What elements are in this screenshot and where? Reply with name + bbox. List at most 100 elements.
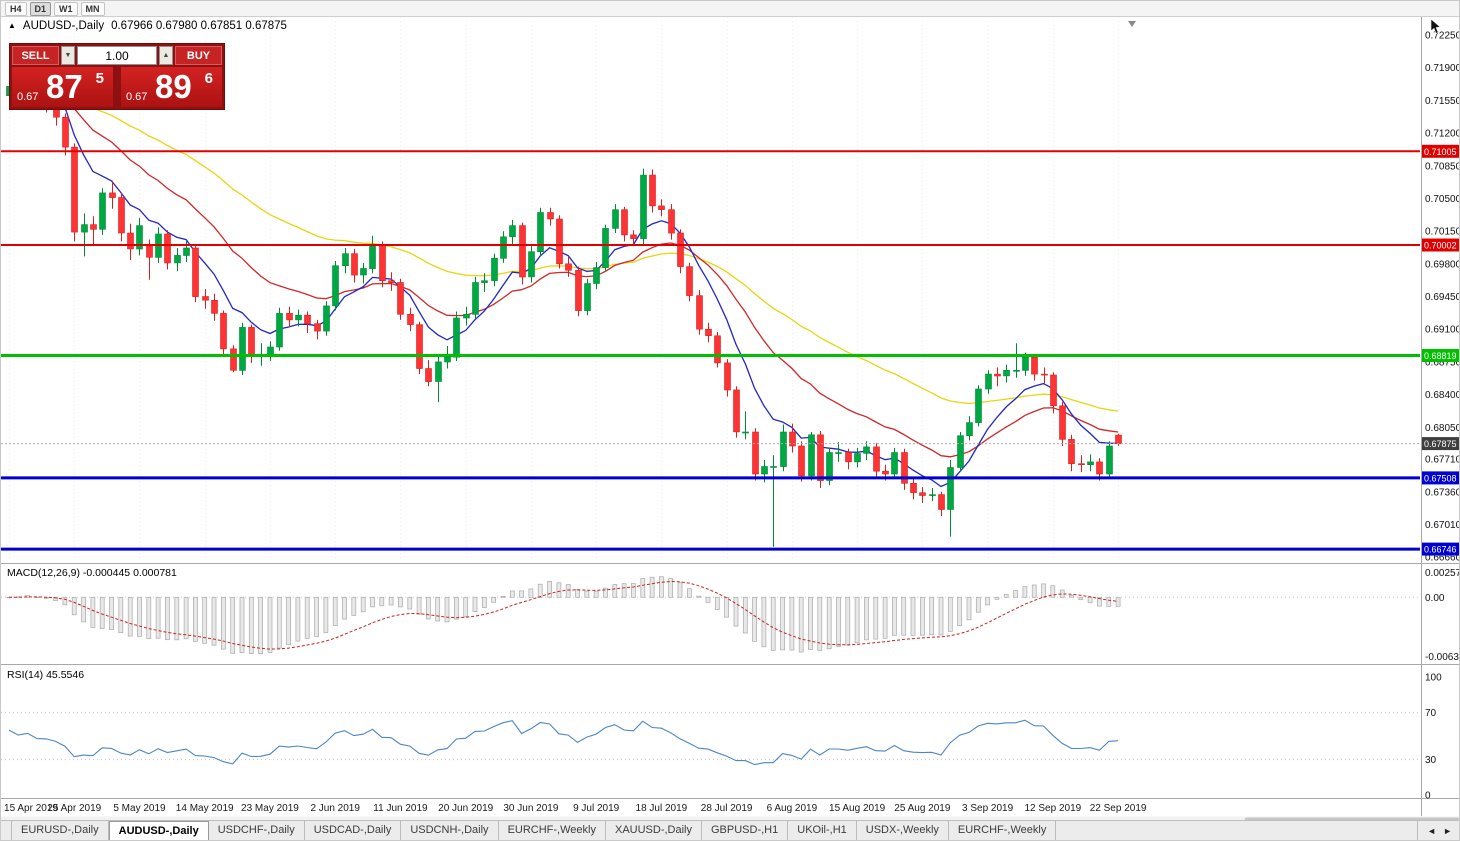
volume-decrease-icon[interactable]: ▼ <box>61 46 75 65</box>
svg-text:0.71550: 0.71550 <box>1425 96 1460 107</box>
timeframe-button-mn[interactable]: MN <box>80 1 105 16</box>
svg-text:70: 70 <box>1425 708 1437 719</box>
timeframe-button-d1[interactable]: D1 <box>29 1 52 16</box>
svg-text:28 Jul 2019: 28 Jul 2019 <box>701 803 753 814</box>
svg-text:0.68750: 0.68750 <box>1425 357 1460 368</box>
timeframe-button-w1[interactable]: W1 <box>54 1 78 16</box>
price-chart-canvas[interactable]: 0.72250 0.71900 0.71550 0.71200 0.70850 0.705… <box>1 1 1460 822</box>
chart-ohlc-values: 0.67966 0.67980 0.67851 0.67875 <box>111 20 287 32</box>
svg-text:0.68819: 0.68819 <box>1424 351 1457 361</box>
horizontal-line-0.67508[interactable]: 0.67508 <box>1 471 1460 485</box>
svg-text:0.69800: 0.69800 <box>1425 259 1460 270</box>
svg-text:0: 0 <box>1425 791 1431 802</box>
svg-text:0.66660: 0.66660 <box>1425 553 1460 564</box>
svg-text:0.70500: 0.70500 <box>1425 194 1460 205</box>
ma-line-ma-mid <box>8 83 1119 458</box>
horizontal-line-0.71005[interactable]: 0.71005 <box>1 144 1460 158</box>
svg-text:0.70150: 0.70150 <box>1425 227 1460 238</box>
buy-button[interactable]: BUY <box>175 46 222 65</box>
volume-increase-icon[interactable]: ▲ <box>159 46 173 65</box>
svg-text:0.70850: 0.70850 <box>1425 161 1460 172</box>
chart-tabs: EURUSD-,Daily AUDUSD-,Daily USDCHF-,Daily U… <box>11 821 1057 840</box>
candlesticks <box>6 52 1122 547</box>
svg-text:2 Jun 2019: 2 Jun 2019 <box>310 803 360 814</box>
svg-text:5 May 2019: 5 May 2019 <box>113 803 166 814</box>
svg-text:0.67360: 0.67360 <box>1425 487 1460 498</box>
chart-tab-gbpusd-h1-7[interactable]: GBPUSD-,H1 <box>702 821 789 840</box>
svg-text:23 May 2019: 23 May 2019 <box>241 803 299 814</box>
svg-text:6 Aug 2019: 6 Aug 2019 <box>767 803 818 814</box>
chart-tab-usdcad-daily-3[interactable]: USDCAD-,Daily <box>305 821 402 840</box>
timeframe-toolbar: H4 D1 W1 MN <box>1 1 1459 17</box>
svg-text:0.67508: 0.67508 <box>1424 473 1457 483</box>
ma-line-ma-slow <box>8 84 1119 412</box>
timeframe-button-h4[interactable]: H4 <box>5 1 27 16</box>
svg-text:0.66746: 0.66746 <box>1424 545 1457 555</box>
collapse-trade-panel-icon[interactable]: ▲ <box>8 21 16 30</box>
svg-text:9 Jul 2019: 9 Jul 2019 <box>573 803 620 814</box>
tab-navigation: ◄ ► <box>1417 821 1459 840</box>
svg-text:15 Aug 2019: 15 Aug 2019 <box>829 803 886 814</box>
chart-tab-ukoil-h1-8[interactable]: UKOil-,H1 <box>788 821 857 840</box>
svg-text:0.70002: 0.70002 <box>1424 240 1457 250</box>
svg-text:0.69450: 0.69450 <box>1425 292 1460 303</box>
chart-tabs-bar: EURUSD-,Daily AUDUSD-,Daily USDCHF-,Daily U… <box>1 820 1459 840</box>
chart-tab-eurchf-weekly-5[interactable]: EURCHF-,Weekly <box>499 821 606 840</box>
one-click-trade-panel: SELL ▼ ▲ BUY 0.67 87 5 0.67 89 6 <box>9 43 225 110</box>
chart-tab-usdx-weekly-9[interactable]: USDX-,Weekly <box>857 821 949 840</box>
svg-text:0.69100: 0.69100 <box>1425 325 1460 336</box>
svg-text:25 Apr 2019: 25 Apr 2019 <box>47 803 101 814</box>
chart-tab-eurusd-daily-0[interactable]: EURUSD-,Daily <box>11 821 109 840</box>
chart-tab-xauusd-daily-6[interactable]: XAUUSD-,Daily <box>606 821 702 840</box>
chart-shift-marker-icon <box>1128 21 1136 27</box>
svg-text:0.67710: 0.67710 <box>1425 455 1460 466</box>
sell-price-pip-digit: 5 <box>95 70 104 87</box>
macd-signal-line <box>8 580 1119 650</box>
mouse-cursor-icon <box>1430 18 1441 34</box>
buy-price-display[interactable]: 0.67 89 6 <box>121 67 222 107</box>
svg-text:14 May 2019: 14 May 2019 <box>176 803 234 814</box>
tab-scroll-left-icon[interactable]: ◄ <box>1427 825 1437 836</box>
svg-text:3 Sep 2019: 3 Sep 2019 <box>962 803 1014 814</box>
svg-text:0.68400: 0.68400 <box>1425 390 1460 401</box>
svg-text:100: 100 <box>1425 673 1442 684</box>
horizontal-line-0.66746[interactable]: 0.66746 <box>1 542 1460 556</box>
buy-price-prefix: 0.67 <box>126 91 148 103</box>
sell-price-big-digits: 87 <box>46 68 83 105</box>
svg-text:0.71900: 0.71900 <box>1425 63 1460 74</box>
horizontal-scrollbar-track[interactable] <box>1 816 1460 823</box>
sell-price-prefix: 0.67 <box>17 91 39 103</box>
buy-price-big-digits: 89 <box>155 68 192 105</box>
svg-text:22 Sep 2019: 22 Sep 2019 <box>1090 803 1147 814</box>
svg-text:0.72250: 0.72250 <box>1425 31 1460 42</box>
svg-text:30 Jun 2019: 30 Jun 2019 <box>503 803 558 814</box>
buy-price-pip-digit: 6 <box>204 70 213 87</box>
horizontal-line-0.68819[interactable]: 0.68819 <box>1 349 1460 362</box>
rsi-line <box>8 719 1119 766</box>
macd-label: MACD(12,26,9) -0.000445 0.000781 <box>7 567 177 579</box>
chart-symbol-label: AUDUSD-,Daily <box>22 20 105 32</box>
tab-scroll-right-icon[interactable]: ► <box>1443 825 1452 836</box>
chart-tab-eurchf-weekly-10[interactable]: EURCHF-,Weekly <box>949 821 1057 840</box>
svg-text:0.67010: 0.67010 <box>1425 520 1460 531</box>
svg-text:18 Jul 2019: 18 Jul 2019 <box>636 803 688 814</box>
svg-text:12 Sep 2019: 12 Sep 2019 <box>1024 803 1081 814</box>
svg-text:0.71005: 0.71005 <box>1424 147 1457 157</box>
svg-text:0.71200: 0.71200 <box>1425 129 1460 140</box>
svg-text:25 Aug 2019: 25 Aug 2019 <box>894 803 951 814</box>
sell-button[interactable]: SELL <box>12 46 59 65</box>
svg-text:20 Jun 2019: 20 Jun 2019 <box>438 803 493 814</box>
chart-tab-audusd-daily-1[interactable]: AUDUSD-,Daily <box>108 821 209 840</box>
chart-symbol-header: ▲ AUDUSD-,Daily 0.67966 0.67980 0.67851 … <box>8 20 287 32</box>
horizontal-line-0.70002[interactable]: 0.70002 <box>1 238 1460 252</box>
svg-text:15 Apr 2019: 15 Apr 2019 <box>4 803 58 814</box>
volume-input[interactable] <box>77 46 157 65</box>
chart-tab-usdcnh-daily-4[interactable]: USDCNH-,Daily <box>401 821 499 840</box>
sell-price-display[interactable]: 0.67 87 5 <box>12 67 113 107</box>
chart-background[interactable] <box>1 17 1460 822</box>
chart-tab-usdchf-daily-2[interactable]: USDCHF-,Daily <box>209 821 305 840</box>
rsi-label: RSI(14) 45.5546 <box>7 669 84 681</box>
svg-text:30: 30 <box>1425 755 1437 766</box>
